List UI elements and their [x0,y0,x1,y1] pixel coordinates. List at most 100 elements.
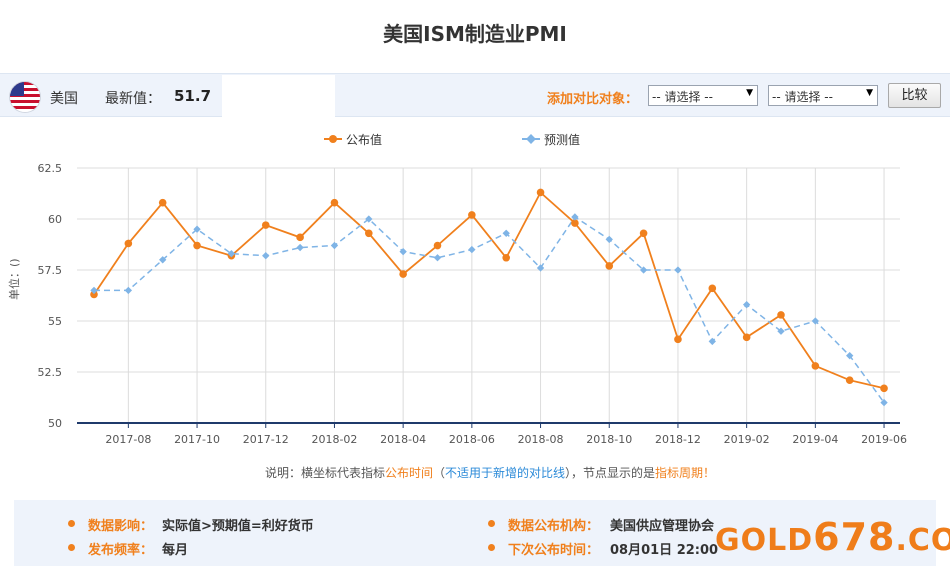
point-forecast[interactable] [536,264,545,272]
point-published[interactable] [365,229,373,238]
point-forecast[interactable] [742,301,751,309]
point-forecast[interactable] [468,245,476,254]
chart-note: 说明：横坐标代表指标公布时间（不适用于新增的对比线），节点显示的是指标周期！ [0,464,950,481]
note-paren-open: （ [432,466,445,480]
point-forecast[interactable] [433,254,442,262]
point-published[interactable] [639,229,648,238]
next-release-value: 08月01日 22:00 [610,543,719,558]
point-forecast[interactable] [880,398,888,407]
point-forecast[interactable] [846,352,854,360]
details-panel: 数据影响： 实际值>预期值=利好货币 发布频率： 每月 数据公布机构： 美国供应… [14,500,936,566]
latest-value: 51.7 [174,87,212,105]
x-tick-label: 2018-02 [311,433,357,446]
dropdown-arrow-icon: ▼ [866,88,873,98]
x-tick-label: 2018-04 [380,433,426,446]
note-not-applicable: 不适用于新增的对比线 [444,466,565,480]
frequency-value: 每月 [162,543,189,558]
point-forecast[interactable] [262,252,270,260]
point-published[interactable] [330,198,339,207]
frequency-key: 发布频率： [88,543,154,558]
y-tick-label: 55 [48,315,62,328]
note-paren-close: ） [565,466,572,480]
compare-select-1-value: -- 请选择 -- [652,90,713,104]
point-forecast[interactable] [571,213,579,221]
bullet-icon [68,544,75,551]
point-published[interactable] [502,253,511,262]
point-published[interactable] [742,333,751,342]
point-published[interactable] [811,362,820,370]
point-published[interactable] [90,290,98,299]
point-published[interactable] [158,198,167,207]
legend-published-marker [324,135,342,143]
point-forecast[interactable] [296,243,304,252]
x-tick-label: 2017-10 [174,433,220,446]
compare-select-1[interactable]: -- 请选择 -- ▼ [648,85,758,106]
y-tick-label: 50 [48,417,62,430]
legend-published-label: 公布值 [346,133,383,147]
point-forecast[interactable] [227,250,236,258]
point-published[interactable] [261,221,270,229]
x-tick-label: 2018-12 [655,433,701,446]
page-title: 美国ISM制造业PMI [383,22,567,46]
point-published[interactable] [777,311,785,319]
point-published[interactable] [536,188,545,197]
x-tick-label: 2018-08 [518,433,564,446]
point-published[interactable] [193,241,201,250]
latest-value-label: 最新值： [105,91,161,107]
impact-value: 实际值>预期值=利好货币 [162,519,314,534]
point-forecast[interactable] [330,241,339,250]
point-forecast[interactable] [502,229,510,237]
next-release-key: 下次公布时间： [508,543,600,558]
point-published[interactable] [468,211,476,219]
point-published[interactable] [708,284,717,293]
point-published[interactable] [674,335,682,344]
series-line-published [93,191,885,390]
point-forecast[interactable] [193,225,201,233]
watermark-logo: GOLD678.COM [715,515,950,559]
compare-label: 添加对比对象： [547,92,639,107]
point-published[interactable] [296,233,304,242]
legend-forecast-marker [522,134,540,144]
point-published[interactable] [845,376,854,384]
bullet-icon [488,544,495,551]
impact-key: 数据影响： [88,519,154,534]
point-forecast[interactable] [708,337,716,346]
x-tick-label: 2019-02 [724,433,770,446]
us-flag-icon [10,82,40,112]
note-time: 公布时间 [384,466,433,480]
point-published[interactable] [433,241,442,250]
point-forecast[interactable] [605,235,613,244]
point-published[interactable] [571,219,579,227]
x-tick-label: 2018-06 [449,433,495,446]
y-tick-label: 52.5 [38,366,63,379]
point-forecast[interactable] [674,266,682,274]
y-tick-label: 57.5 [38,264,63,277]
point-published[interactable] [880,384,888,393]
agency-value: 美国供应管理协会 [610,519,715,534]
note-prefix: 说明：横坐标代表指标 [264,466,385,480]
dropdown-arrow-icon: ▼ [746,88,753,98]
point-published[interactable] [605,262,614,270]
y-tick-label: 62.5 [38,162,63,175]
bullet-icon [68,520,75,527]
x-tick-label: 2018-10 [586,433,632,446]
compare-button[interactable]: 比较 [888,83,941,108]
bullet-icon [488,520,495,527]
x-tick-label: 2017-12 [243,433,289,446]
blank-panel [222,75,335,117]
x-tick-label: 2019-06 [861,433,907,446]
country-name: 美国 [50,91,78,107]
agency-key: 数据公布机构： [508,519,600,534]
legend-forecast-label: 预测值 [544,133,581,147]
x-tick-label: 2019-04 [792,433,838,446]
compare-select-2[interactable]: -- 请选择 -- ▼ [768,85,878,106]
point-forecast[interactable] [124,286,133,295]
point-published[interactable] [124,239,133,248]
y-tick-label: 60 [48,213,62,226]
point-forecast[interactable] [399,247,407,256]
x-tick-label: 2017-08 [105,433,151,446]
note-period: 指标周期！ [655,466,716,480]
point-forecast[interactable] [90,286,98,295]
point-published[interactable] [399,270,407,278]
point-forecast[interactable] [811,317,820,325]
